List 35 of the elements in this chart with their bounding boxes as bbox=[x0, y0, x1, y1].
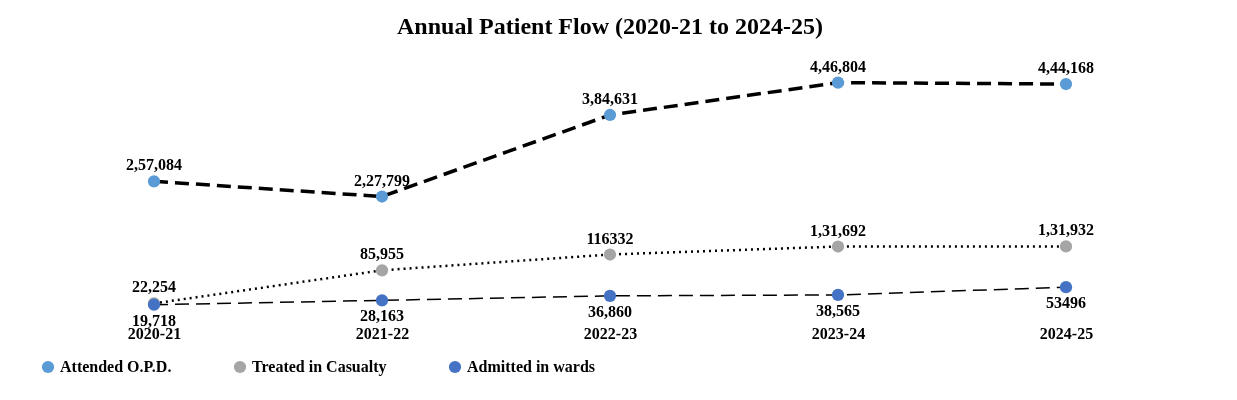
legend-label: Attended O.P.D. bbox=[60, 358, 172, 375]
x-tick-label: 2021-22 bbox=[355, 324, 410, 342]
point bbox=[1059, 240, 1073, 253]
data-label: 53496 bbox=[1046, 294, 1086, 312]
point bbox=[1059, 281, 1073, 294]
data-label: 2,57,084 bbox=[126, 156, 182, 174]
point bbox=[603, 108, 617, 122]
data-label: 4,44,168 bbox=[1038, 59, 1094, 77]
point bbox=[603, 248, 617, 261]
data-label: 85,955 bbox=[360, 245, 404, 263]
chart-title: Annual Patient Flow (2020-21 to 2024-25) bbox=[397, 12, 823, 39]
point bbox=[831, 76, 845, 89]
data-label: 38,565 bbox=[816, 301, 860, 319]
data-label: 22,254 bbox=[132, 278, 176, 296]
point bbox=[375, 190, 389, 203]
x-tick-label: 2022-23 bbox=[583, 324, 638, 342]
data-label: 1,31,932 bbox=[1038, 221, 1094, 239]
data-label: 4,46,804 bbox=[810, 57, 866, 75]
x-tick-label: 2024-25 bbox=[1039, 324, 1094, 342]
data-label: 28,163 bbox=[360, 307, 404, 325]
legend-label: Treated in Casualty bbox=[252, 358, 387, 376]
point bbox=[831, 240, 845, 253]
point bbox=[831, 288, 845, 302]
point bbox=[603, 289, 617, 302]
point bbox=[147, 175, 161, 188]
point bbox=[375, 264, 389, 277]
data-label: 116332 bbox=[586, 229, 634, 247]
point bbox=[375, 294, 389, 307]
data-label: 1,31,692 bbox=[810, 221, 866, 239]
point bbox=[1059, 77, 1073, 91]
legend-label: Admitted in wards bbox=[467, 358, 596, 375]
data-label: 36,860 bbox=[588, 302, 632, 320]
data-label: 3,84,631 bbox=[582, 89, 638, 107]
x-tick-label: 2023-24 bbox=[811, 324, 866, 342]
data-label: 2,27,799 bbox=[354, 171, 410, 189]
